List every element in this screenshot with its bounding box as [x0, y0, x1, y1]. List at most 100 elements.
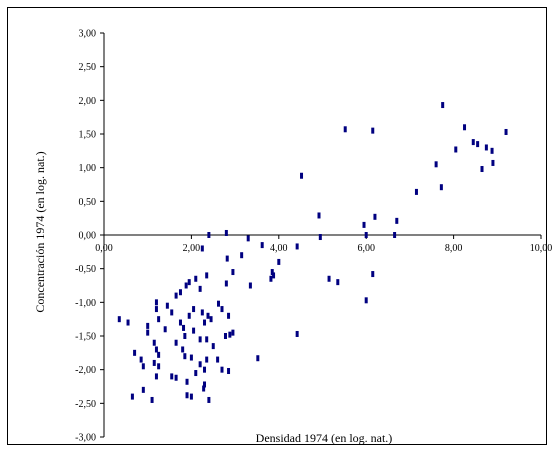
data-point [194, 275, 198, 282]
data-point [327, 275, 331, 282]
data-point [362, 221, 366, 228]
data-point [174, 374, 178, 381]
data-point [157, 351, 161, 358]
data-point [220, 366, 224, 373]
data-point [194, 370, 198, 377]
data-point [200, 245, 204, 252]
data-point [163, 326, 167, 333]
data-point [200, 309, 204, 316]
data-point [202, 385, 206, 392]
data-point [205, 336, 209, 343]
data-point [295, 330, 299, 337]
data-point [231, 329, 235, 336]
data-point [224, 229, 228, 236]
data-point [211, 343, 215, 350]
data-point [216, 300, 220, 307]
data-point [154, 306, 158, 313]
data-point [185, 392, 189, 399]
y-tick-label: 2,00 [79, 96, 97, 107]
data-point [207, 396, 211, 403]
data-point [476, 141, 480, 148]
data-point [216, 356, 220, 363]
data-point [364, 297, 368, 304]
data-point [198, 336, 202, 343]
data-point [373, 213, 377, 220]
data-point [504, 128, 508, 135]
y-tick-label: -2,50 [75, 399, 96, 410]
data-point [182, 324, 186, 331]
data-point [343, 126, 347, 133]
data-point [295, 243, 299, 250]
y-tick-label: -0,50 [75, 264, 96, 275]
data-point [270, 269, 274, 276]
y-tick-label: 2,50 [79, 62, 97, 73]
data-point [371, 271, 375, 278]
data-point [133, 349, 137, 356]
data-point [139, 356, 143, 363]
y-tick-label: 0,00 [79, 231, 97, 242]
data-point [189, 354, 193, 361]
data-point [165, 302, 169, 309]
data-point [170, 309, 174, 316]
data-point [227, 312, 231, 319]
x-tick-label: 2,00 [183, 243, 201, 254]
data-point [141, 386, 145, 393]
data-point [154, 299, 158, 306]
data-point [336, 279, 340, 286]
x-tick-label: 10,00 [530, 243, 553, 254]
chart-frame [7, 7, 547, 445]
data-point [146, 329, 150, 336]
y-axis-title: Concentración 1974 (en log. nat.) [33, 151, 47, 312]
data-point [439, 184, 443, 191]
data-point [178, 289, 182, 296]
data-point [395, 217, 399, 224]
data-point [198, 361, 202, 368]
data-point [206, 312, 210, 319]
data-point [318, 234, 322, 241]
x-tick-label: 8,00 [445, 243, 463, 254]
y-tick-label: -1,50 [75, 332, 96, 343]
data-point [454, 146, 458, 153]
data-point [480, 166, 484, 173]
data-point [178, 319, 182, 326]
data-point [240, 252, 244, 259]
data-point [484, 144, 488, 151]
data-point [317, 212, 321, 219]
data-point [205, 272, 209, 279]
x-tick-label: 4,00 [270, 243, 288, 254]
data-point [203, 319, 207, 326]
data-point [260, 242, 264, 249]
data-point [150, 396, 154, 403]
data-point [192, 306, 196, 313]
x-tick-label: 6,00 [357, 243, 375, 254]
data-point [269, 275, 273, 282]
data-point [272, 272, 276, 279]
data-point [157, 363, 161, 370]
data-point [490, 147, 494, 154]
data-point [364, 232, 368, 238]
data-point [224, 280, 228, 287]
data-point [117, 316, 121, 323]
y-tick-label: 1,50 [79, 130, 97, 141]
data-point [220, 306, 224, 313]
data-point [256, 355, 260, 362]
data-point [183, 353, 187, 360]
data-point [187, 279, 191, 286]
y-tick-label: -3,00 [75, 433, 96, 444]
data-point [471, 139, 475, 146]
data-point [189, 393, 193, 400]
data-point [225, 255, 229, 262]
data-point [170, 373, 174, 380]
data-point [157, 316, 161, 323]
data-point [463, 124, 467, 131]
data-point [174, 339, 178, 346]
data-point [130, 393, 134, 400]
data-point [434, 161, 438, 168]
data-point [248, 282, 252, 289]
data-point [441, 102, 445, 109]
y-tick-label: -1,00 [75, 298, 96, 309]
data-point [187, 312, 191, 319]
data-point [491, 159, 495, 166]
x-tick-label: 0,00 [95, 243, 113, 254]
